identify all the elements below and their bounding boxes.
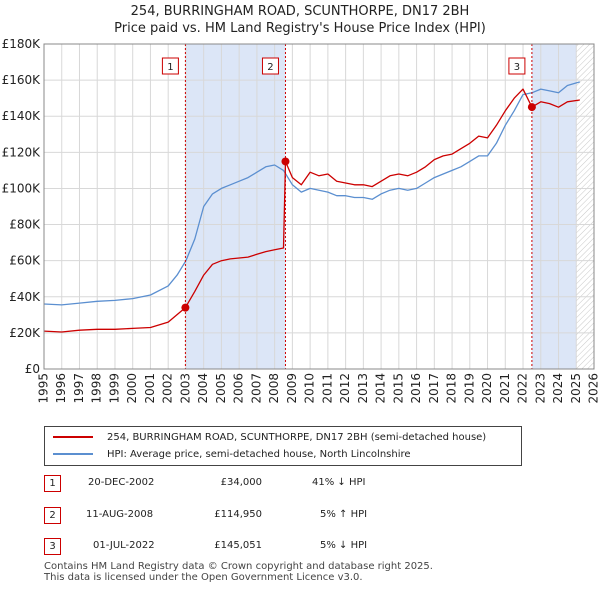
y-tick-label: £20K <box>9 326 41 340</box>
legend-swatch-property <box>53 436 93 438</box>
y-tick-label: £60K <box>9 254 41 268</box>
x-tick-label: 2005 <box>214 373 228 404</box>
y-tick-label: £0 <box>25 362 40 376</box>
x-tick-label: 2009 <box>285 373 299 404</box>
x-tick-label: 2020 <box>480 373 494 404</box>
x-tick-label: 1997 <box>72 373 86 404</box>
x-tick-label: 2025 <box>569 373 583 404</box>
x-tick-label: 2006 <box>232 373 246 404</box>
x-tick-label: 2002 <box>161 373 175 404</box>
transaction-date: 01-JUL-2022 <box>93 540 155 551</box>
x-tick-label: 1999 <box>107 373 121 404</box>
sale-point-1 <box>181 303 190 312</box>
x-tick-label: 2023 <box>533 373 547 404</box>
price-chart: 1 2 3 £0 £20K £40K £60K £80K £100K £120K £140K £16… <box>2 37 600 404</box>
transaction-hpi-diff: 5% ↑ HPI <box>320 509 368 520</box>
transaction-price: £34,000 <box>220 477 262 488</box>
x-tick-label: 2011 <box>320 373 334 404</box>
x-tick-label: 1995 <box>37 373 51 404</box>
legend-label-property: 254, BURRINGHAM ROAD, SCUNTHORPE, DN17 2… <box>107 432 487 443</box>
y-tick-label: £100K <box>2 181 42 195</box>
hpi-series-line <box>43 81 580 306</box>
marker-label-3: 3 <box>514 62 520 73</box>
x-tick-label: 2014 <box>374 373 388 404</box>
legend-item-hpi: HPI: Average price, semi-detached house,… <box>53 448 411 462</box>
y-tick-label: £160K <box>2 73 42 87</box>
footer-license: This data is licensed under the Open Gov… <box>44 572 363 583</box>
x-tick-label: 2000 <box>125 373 139 404</box>
x-tick-label: 2010 <box>303 373 317 404</box>
transaction-row-3: 3 01-JUL-2022 £145,051 5% ↓ HPI <box>0 538 600 558</box>
transaction-hpi-diff: 5% ↓ HPI <box>320 540 368 551</box>
y-tick-label: £120K <box>2 145 42 159</box>
marker-box-1 <box>161 57 179 75</box>
transaction-number: 2 <box>44 507 61 524</box>
footer-copyright: Contains HM Land Registry data © Crown c… <box>44 561 433 572</box>
x-tick-label: 2016 <box>409 373 423 404</box>
x-tick-label: 2024 <box>551 373 565 404</box>
x-tick-label: 2019 <box>462 373 476 404</box>
y-tick-label: £140K <box>2 109 42 123</box>
marker-box-3 <box>508 57 526 75</box>
transaction-number: 1 <box>44 475 61 492</box>
property-series-line <box>43 88 580 333</box>
shaded-range-2 <box>531 44 577 369</box>
y-tick-label: £40K <box>9 290 41 304</box>
transaction-price: £114,950 <box>214 509 262 520</box>
x-tick-label: 2015 <box>391 373 405 404</box>
x-tick-label: 1998 <box>90 373 104 404</box>
x-tick-label: 1996 <box>54 373 68 404</box>
x-tick-label: 2001 <box>143 373 157 404</box>
chart-subtitle: Price paid vs. HM Land Registry's House … <box>114 21 486 36</box>
transaction-row-2: 2 11-AUG-2008 £114,950 5% ↑ HPI <box>0 507 600 527</box>
x-tick-label: 2003 <box>178 373 192 404</box>
y-tick-label: £180K <box>2 37 42 51</box>
x-tick-label: 2004 <box>196 373 210 404</box>
x-tick-label: 2013 <box>356 373 370 404</box>
sale-point-2 <box>281 157 290 166</box>
future-hatch <box>576 44 594 369</box>
legend-swatch-hpi <box>53 453 93 455</box>
marker-box-2 <box>261 57 279 75</box>
x-tick-label: 2007 <box>249 373 263 404</box>
sale-point-3 <box>527 103 536 112</box>
x-tick-label: 2018 <box>445 373 459 404</box>
marker-label-1: 1 <box>167 62 173 73</box>
plot-area <box>44 44 594 369</box>
legend-label-hpi: HPI: Average price, semi-detached house,… <box>107 449 411 460</box>
x-tick-label: 2012 <box>338 373 352 404</box>
chart-title: 254, BURRINGHAM ROAD, SCUNTHORPE, DN17 2… <box>130 4 470 19</box>
transaction-price: £145,051 <box>214 540 262 551</box>
transaction-date: 20-DEC-2002 <box>88 477 155 488</box>
x-tick-label: 2017 <box>427 373 441 404</box>
x-tick-label: 2022 <box>516 373 530 404</box>
transaction-hpi-diff: 41% ↓ HPI <box>312 477 366 488</box>
plot-frame <box>43 43 595 370</box>
x-tick-label: 2021 <box>498 373 512 404</box>
transaction-row-1: 1 20-DEC-2002 £34,000 41% ↓ HPI <box>0 475 600 495</box>
legend: 254, BURRINGHAM ROAD, SCUNTHORPE, DN17 2… <box>44 426 522 466</box>
shaded-range-1 <box>185 44 286 369</box>
transaction-number: 3 <box>44 538 61 555</box>
x-tick-label: 2008 <box>267 373 281 404</box>
marker-label-2: 2 <box>267 62 273 73</box>
y-tick-label: £80K <box>9 218 41 232</box>
x-tick-label: 2026 <box>587 373 600 404</box>
transaction-date: 11-AUG-2008 <box>86 509 154 520</box>
legend-item-property: 254, BURRINGHAM ROAD, SCUNTHORPE, DN17 2… <box>53 431 486 445</box>
